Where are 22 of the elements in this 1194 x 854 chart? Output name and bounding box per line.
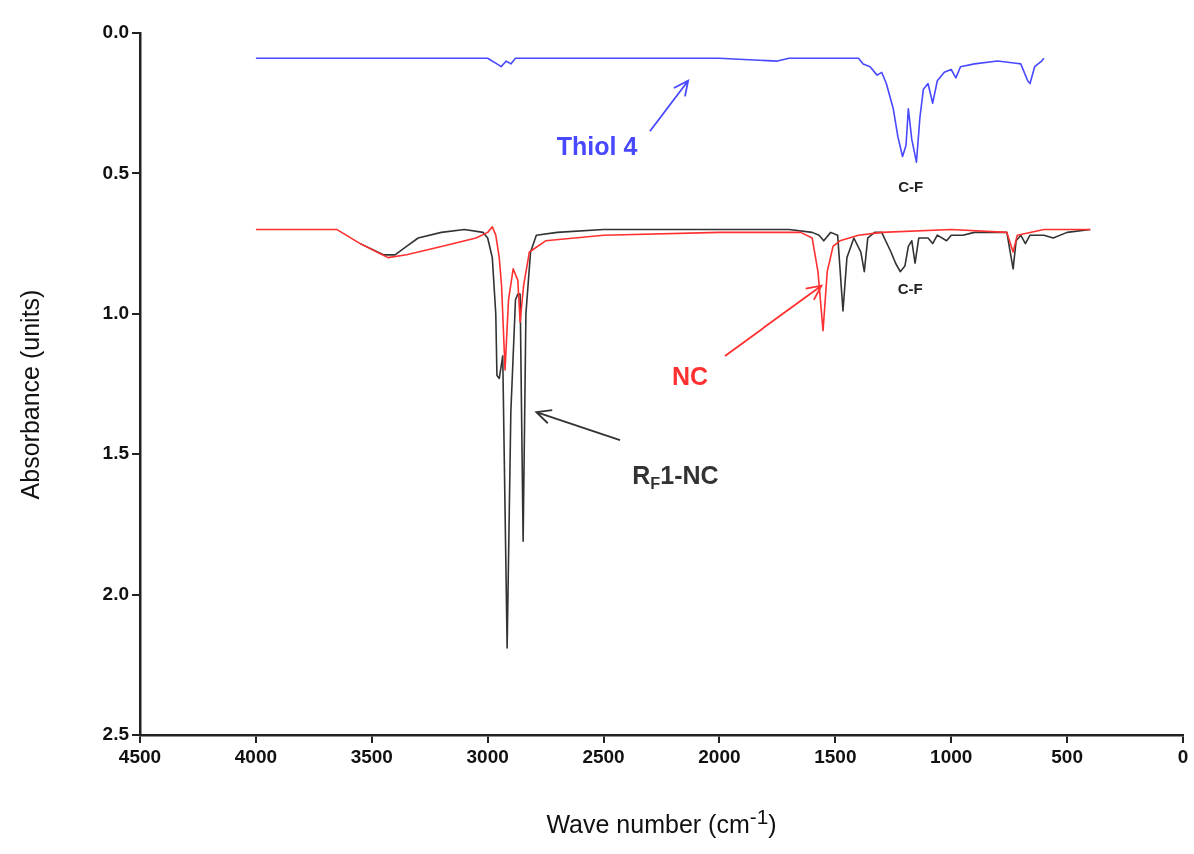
x-tick-label: 0 <box>1177 745 1189 767</box>
x-tick-label: 1500 <box>814 745 857 767</box>
x-tick-label: 2000 <box>698 745 741 767</box>
annotation: C-F <box>898 177 924 195</box>
y-tick-label: 2.0 <box>102 582 129 604</box>
y-axis-title: Absorbance (units) <box>15 288 45 502</box>
y-tick-label: 1.5 <box>102 442 130 464</box>
y-tick-label: 0.5 <box>102 161 130 183</box>
y-tick-label: 0.0 <box>102 21 129 43</box>
annotation: C-F <box>897 280 923 298</box>
y-tick-label: 1.0 <box>102 302 129 324</box>
x-tick-label: 3500 <box>350 745 393 767</box>
text: Thiol 4 <box>556 132 638 161</box>
x-tick-label: 1000 <box>930 745 973 767</box>
x-tick-label: 4000 <box>234 745 278 767</box>
x-axis-title: Wave number (cm$^{-1}$) <box>545 805 778 840</box>
text: NC <box>671 362 709 391</box>
y-tick-label: 2.5 <box>102 723 130 745</box>
x-tick-label: 2500 <box>582 745 625 767</box>
x-tick-label: 500 <box>1051 745 1083 767</box>
x-tick-label: 4500 <box>118 745 162 767</box>
x-tick-label: 3000 <box>466 745 509 767</box>
